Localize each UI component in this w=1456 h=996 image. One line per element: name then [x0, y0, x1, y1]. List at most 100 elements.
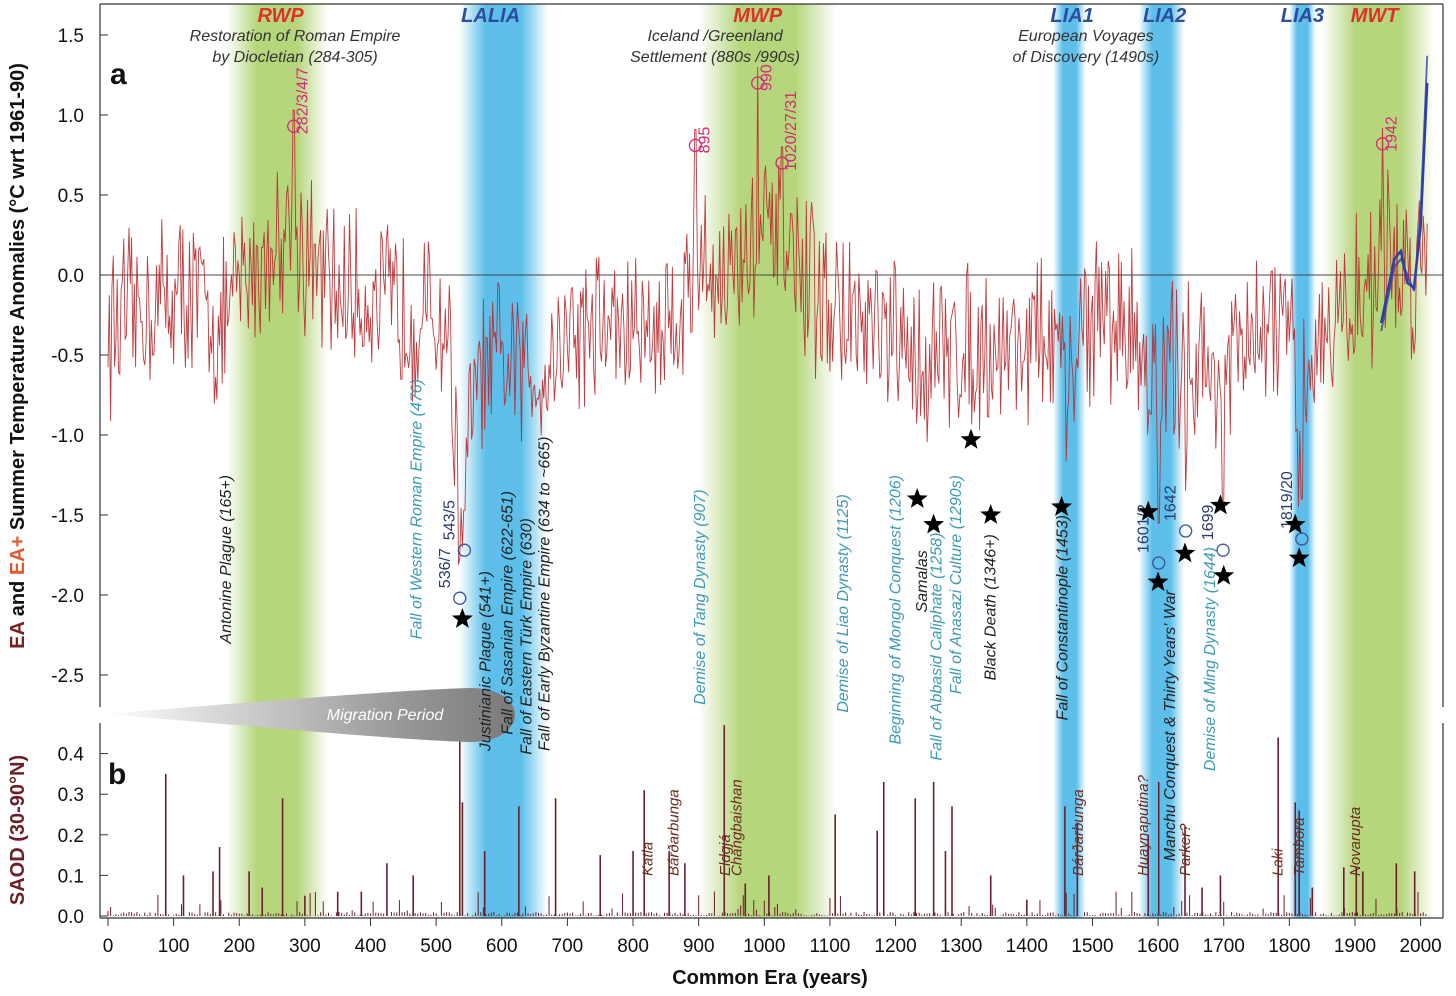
x-tick-label: 1300 [940, 936, 982, 957]
migration-period-wedge [105, 688, 515, 742]
volcanic-star [1213, 564, 1235, 585]
historical-event-label: Fall of Early Byzantine Empire (634 to ~… [536, 437, 553, 751]
y-tick-label-b: 0.3 [58, 785, 84, 806]
period-subtitle: Restoration of Roman Empire [190, 28, 401, 45]
x-tick-label: 400 [355, 936, 387, 957]
period-band-lia2 [1138, 4, 1185, 918]
climate-period-bands [226, 4, 1434, 918]
volcanic-star [906, 488, 928, 508]
period-subtitle: European Voyages [1018, 28, 1154, 45]
cold-extreme-marker [453, 591, 467, 605]
volcanic-star [1051, 496, 1073, 516]
period-band-lalia [459, 4, 548, 918]
y-tick-label-b: 0.1 [58, 866, 84, 887]
x-tick-label: 1200 [874, 936, 916, 957]
period-band-rwp [226, 4, 328, 918]
period-band-lia1 [1053, 4, 1086, 918]
y-tick-label-b: 0.0 [58, 907, 84, 928]
volcano-label: Laki [1270, 848, 1287, 876]
panel-a-ylabel: EA and EA+ Summer Temperature Anomalies … [7, 63, 29, 649]
historical-event-label: Justinianic Plague (541+) [477, 571, 494, 752]
volcanic-star [1174, 542, 1196, 563]
x-tick-label: 300 [289, 936, 321, 957]
panel-a-series [107, 55, 1429, 565]
y-tick-label-a: 1.5 [58, 26, 84, 47]
volcano-label: Tambora [1291, 817, 1308, 876]
panel-a-axes: 1.5 1.0 0.5 0.0 -0.5 -1.0 -1.5 -2.0 -2.5 EA and E… [7, 3, 1444, 707]
period-label-lia2: LIA2 [1143, 5, 1186, 27]
period-label-lia1: LIA1 [1050, 5, 1093, 27]
cold-extreme-label: 1819/20 [1279, 471, 1296, 529]
y-tick-label-a: 1.0 [58, 106, 84, 127]
x-tick-label: 600 [486, 936, 518, 957]
period-subtitle: Iceland /Greenland [647, 28, 783, 45]
volcanic-star [1137, 500, 1159, 521]
historical-event-label: Fall of Abbasid Caliphate (1258) [928, 533, 945, 761]
historical-event-label: Fall of Constantinople (1453) [1054, 515, 1071, 720]
y-tick-label-a: -1.5 [51, 506, 84, 527]
cold-extreme-marker [1216, 543, 1230, 557]
x-tick-label: 1700 [1203, 936, 1245, 957]
ylabel-part: SAOD (30-90°N) [7, 755, 29, 905]
ylabel-part: Summer Temperature Anomalies (°C wrt 196… [7, 63, 29, 536]
y-tick-label-b: 0.4 [58, 745, 85, 766]
cold-extreme-marker [1178, 524, 1193, 538]
ylabel-part: EA [7, 622, 29, 649]
panel-b-series [107, 725, 1427, 916]
x-axis-title: Common Era (years) [672, 967, 868, 989]
historical-event-label: Antonine Plague (165+) [218, 475, 235, 645]
ylabel-part: and [7, 575, 29, 622]
warm-extreme-label: 1942 [1384, 116, 1401, 152]
historical-event-label: Manchu Conquest & Thirty Years' War [1162, 590, 1179, 862]
x-tick-label: 1900 [1334, 936, 1376, 957]
panel-b-axes: 0.4 0.3 0.2 0.1 0.0 0 100 200 300 400 500 600 700 800… [7, 723, 1444, 989]
warm-extreme-label: 1020/27/31 [783, 91, 800, 171]
warm-extreme-label: 282/3/4/7 [295, 67, 312, 134]
y-tick-label-a: -1.0 [51, 426, 84, 447]
volcano-label: Katla [639, 842, 656, 876]
volcanic-star [1147, 571, 1169, 592]
period-label-mwp: MWP [733, 5, 783, 27]
y-tick-label-a: -0.5 [51, 346, 84, 367]
y-tick-label-a: 0.0 [58, 266, 84, 287]
x-tick-label: 700 [552, 936, 584, 957]
ea-temperature-series [107, 66, 1428, 565]
x-tick-label: 1600 [1137, 936, 1179, 957]
y-tick-label-a: 0.5 [58, 186, 84, 207]
x-tick-label: 1500 [1071, 936, 1113, 957]
period-subtitle: Settlement (880s /990s) [630, 49, 800, 66]
volcano-label: Novarupta [1347, 807, 1364, 876]
volcanic-star [923, 513, 945, 534]
cold-extreme-label: 1699 [1200, 505, 1217, 541]
x-tick-label: 1400 [1006, 936, 1048, 957]
historical-event-label: Samalas [914, 550, 931, 612]
historical-event-label: Demise of Liao Dynasty (1125) [835, 494, 852, 712]
volcano-label: Bárðarbunga [1070, 789, 1087, 876]
volcano-label: Changbaishan [729, 779, 746, 876]
historical-event-label: Demise of Ming Dynasty (1644) [1202, 547, 1219, 771]
cold-extreme-marker [1152, 556, 1166, 570]
warm-extreme-marker [1375, 137, 1390, 151]
volcano-label: Bárðarbunga [666, 789, 683, 876]
cold-extreme-label: 543/5 [441, 500, 458, 540]
cold-extreme-marker [1295, 532, 1309, 546]
x-tick-label: 500 [420, 936, 452, 957]
historical-event-label: Demise of Tang Dynasty (907) [692, 489, 709, 705]
historical-event-label: Fall of Sasanian Empire (622-651) [500, 491, 517, 735]
x-tick-label: 800 [617, 936, 649, 957]
volcanic-star [1288, 547, 1310, 568]
volcano-label: Huaynaputina? [1135, 774, 1152, 876]
migration-period-label: Migration Period [327, 707, 445, 724]
x-tick-label: 1800 [1268, 936, 1310, 957]
x-tick-label: 100 [158, 936, 190, 957]
cold-extreme-label: 1642 [1163, 485, 1180, 521]
period-label-rwp: RWP [257, 5, 304, 27]
period-label-lalia: LALIA [461, 5, 520, 27]
x-tick-label: 900 [683, 936, 715, 957]
cold-extreme-marker [457, 543, 472, 557]
historical-event-label: Fall of Eastern Türk Empire (630) [519, 518, 536, 755]
x-tick-label: 1000 [743, 936, 785, 957]
x-tick-label: 2000 [1399, 936, 1441, 957]
y-tick-label-a: -2.5 [51, 666, 84, 687]
